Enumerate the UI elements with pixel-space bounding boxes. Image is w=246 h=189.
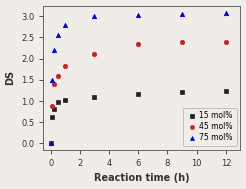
75 mol% [49, 142, 52, 145]
45 mol% [224, 40, 227, 43]
Y-axis label: DS: DS [6, 70, 15, 85]
15 mol% [50, 116, 53, 118]
Line: 45 mol%: 45 mol% [48, 40, 228, 146]
15 mol% [181, 91, 184, 93]
75 mol% [64, 23, 67, 26]
75 mol% [53, 49, 56, 51]
15 mol% [64, 99, 67, 101]
15 mol% [57, 101, 60, 103]
75 mol% [181, 13, 184, 15]
45 mol% [53, 83, 56, 85]
45 mol% [64, 65, 67, 67]
75 mol% [224, 12, 227, 14]
45 mol% [50, 105, 53, 107]
Legend: 15 mol%, 45 mol%, 75 mol%: 15 mol%, 45 mol%, 75 mol% [183, 108, 237, 146]
15 mol% [137, 93, 140, 95]
45 mol% [93, 53, 96, 56]
Line: 15 mol%: 15 mol% [48, 89, 228, 146]
45 mol% [49, 142, 52, 145]
45 mol% [137, 43, 140, 45]
X-axis label: Reaction time (h): Reaction time (h) [94, 174, 190, 184]
15 mol% [224, 90, 227, 92]
45 mol% [57, 74, 60, 77]
75 mol% [93, 15, 96, 17]
15 mol% [53, 108, 56, 110]
75 mol% [57, 34, 60, 36]
15 mol% [49, 142, 52, 145]
15 mol% [93, 96, 96, 98]
45 mol% [181, 40, 184, 43]
75 mol% [137, 14, 140, 16]
75 mol% [50, 79, 53, 81]
Line: 75 mol%: 75 mol% [48, 11, 228, 146]
